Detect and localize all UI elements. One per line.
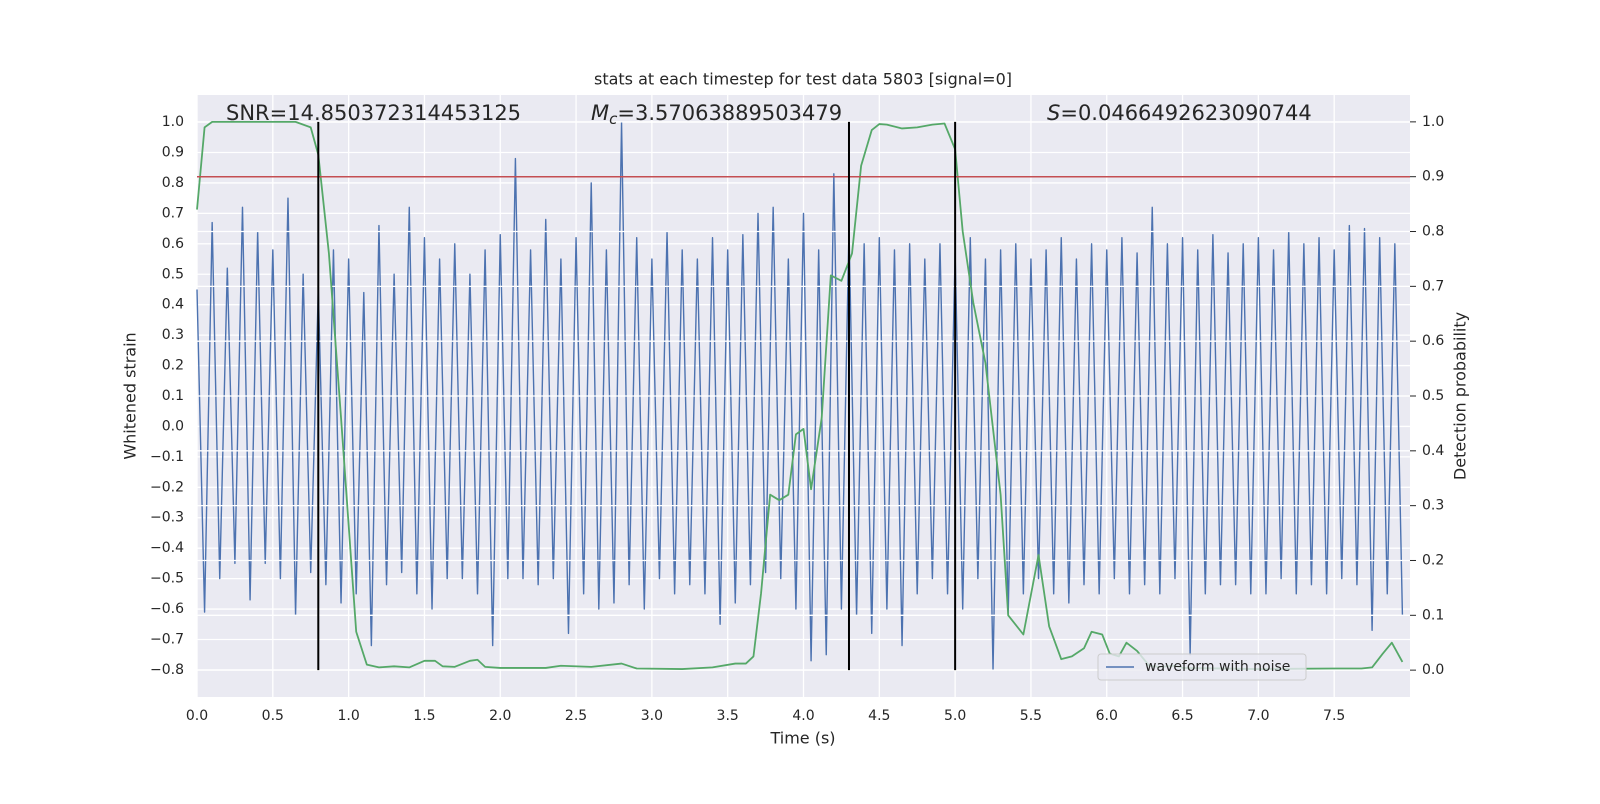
x-tick-label: 0.0 xyxy=(186,708,208,724)
y-tick-label: 0.3 xyxy=(162,327,184,343)
y-tick-label: −0.4 xyxy=(150,540,184,556)
y-tick-label: −0.3 xyxy=(150,510,184,526)
y-tick-label: 0.6 xyxy=(162,236,184,252)
data-layer xyxy=(196,121,1404,671)
x-tick-label: 4.5 xyxy=(868,708,890,724)
y2-tick-label: 0.1 xyxy=(1422,607,1444,623)
x-tick-label: 6.5 xyxy=(1171,708,1193,724)
annotation-text: =3.57063889503479 xyxy=(617,101,842,125)
y-tick-label: −0.5 xyxy=(150,571,184,587)
y2-axis-label: Detection probability xyxy=(1451,312,1470,480)
annotation: Mc=3.57063889503479 xyxy=(591,101,842,128)
y-tick-label: −0.7 xyxy=(150,631,184,647)
y2-tick-label: 1.0 xyxy=(1422,114,1444,130)
annotation-text: SNR=14.850372314453125 xyxy=(226,101,521,125)
y-tick-label: 0.2 xyxy=(162,358,184,374)
x-axis-label: Time (s) xyxy=(769,729,835,748)
y-tick-label: −0.6 xyxy=(150,601,184,617)
over-layer xyxy=(197,121,1410,671)
annotation-symbol: S xyxy=(1047,101,1060,125)
y-tick-label: 0.4 xyxy=(162,297,184,313)
x-tick-label: 3.5 xyxy=(717,708,739,724)
waveform-line xyxy=(196,121,1404,671)
y2-tick-label: 0.0 xyxy=(1422,662,1444,678)
y-tick-label: −0.2 xyxy=(150,479,184,495)
y-tick-label: 0.5 xyxy=(162,266,184,282)
x-tick-label: 5.0 xyxy=(944,708,966,724)
x-tick-label: 6.0 xyxy=(1096,708,1118,724)
x-tick-label: 3.0 xyxy=(641,708,663,724)
y-tick-label: 0.7 xyxy=(162,205,184,221)
x-tick-label: 2.5 xyxy=(565,708,587,724)
y2-tick-label: 0.4 xyxy=(1422,443,1444,459)
x-tick-label: 4.0 xyxy=(792,708,814,724)
annotation-symbol: M xyxy=(591,101,609,125)
y2-tick-label: 0.8 xyxy=(1422,224,1444,240)
legend-box xyxy=(1097,653,1307,681)
y2-tick-label: 0.6 xyxy=(1422,333,1444,349)
y2-tick-label: 0.7 xyxy=(1422,278,1444,294)
annotation-subscript: c xyxy=(609,110,618,128)
x-tick-label: 5.5 xyxy=(1020,708,1042,724)
annotation: SNR=14.850372314453125 xyxy=(226,101,521,125)
x-tick-label: 0.5 xyxy=(262,708,284,724)
y2-tick-label: 0.2 xyxy=(1422,552,1444,568)
y-tick-label: 0.1 xyxy=(162,388,184,404)
annotation: S=0.0466492623090744 xyxy=(1047,101,1312,125)
x-tick-label: 1.5 xyxy=(413,708,435,724)
x-tick-label: 2.0 xyxy=(489,708,511,724)
x-tick-label: 1.0 xyxy=(337,708,359,724)
y-tick-label: 0.0 xyxy=(162,418,184,434)
y2-tick-label: 0.9 xyxy=(1422,169,1444,185)
y-tick-label: 0.8 xyxy=(162,175,184,191)
y-tick-label: −0.1 xyxy=(150,449,184,465)
y-tick-label: 0.9 xyxy=(162,145,184,161)
y2-tick-label: 0.5 xyxy=(1422,388,1444,404)
x-tick-label: 7.0 xyxy=(1247,708,1269,724)
x-tick-label: 7.5 xyxy=(1323,708,1345,724)
annotation-text: =0.0466492623090744 xyxy=(1060,101,1311,125)
legend-label: waveform with noise xyxy=(1145,659,1290,675)
y-tick-label: −0.8 xyxy=(150,662,184,678)
y-axis-label: Whitened strain xyxy=(121,332,140,459)
chart-title: stats at each timestep for test data 580… xyxy=(594,70,1012,89)
y-tick-label: 1.0 xyxy=(162,114,184,130)
y2-tick-label: 0.3 xyxy=(1422,498,1444,514)
